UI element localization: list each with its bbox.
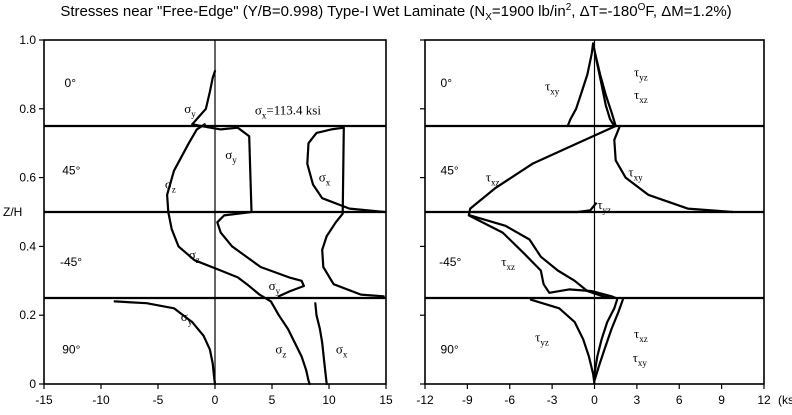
sigma-z-label: σz [275, 342, 286, 360]
right-x-tick-label: 6 [676, 393, 683, 407]
tau-xz-label: τxz [486, 170, 500, 188]
right-x-tick-label: -3 [547, 393, 558, 407]
title-part-2: =1900 lb/in [491, 3, 566, 20]
right-layer-label: -45° [439, 255, 461, 269]
right-x-tick-label: 9 [718, 393, 725, 407]
right-layer-label: 0° [441, 76, 453, 90]
right-x-tick-label: -6 [504, 393, 515, 407]
right-x-tick-label: -12 [416, 393, 434, 407]
tau-xz-curve [467, 124, 617, 300]
right-panel: -12 -9 -6 -3 0 3 6 9 12 (ksi) 0° 45° -45° 90° τxy τyz τx… [416, 39, 792, 407]
right-layer-label: 90° [441, 343, 459, 357]
title-degree-superscript: O [637, 2, 646, 13]
sigma-z-curve [166, 123, 311, 386]
title-part-1: Stresses near "Free-Edge" (Y/B=0.998) Ty… [60, 3, 486, 20]
sigma-y-label: σy [269, 278, 281, 296]
tau-xy-label: τxy [628, 164, 643, 182]
tau-xz-label: τxz [634, 326, 648, 344]
y-axis-label: Z/H [3, 205, 22, 219]
tau-xz-curve [594, 52, 617, 128]
right-x-tick-label: 0 [591, 393, 598, 407]
tau-xz-label: τxz [501, 254, 515, 272]
tau-xy-label: τxy [633, 350, 648, 368]
sigma-z-label: σz [189, 247, 200, 265]
sigma-z-label: σz [165, 176, 176, 194]
tau-xy-curve [593, 298, 624, 382]
right-x-tick-label: -9 [462, 393, 473, 407]
right-layer-label: 45° [441, 164, 459, 178]
left-panel: -15 -10 -5 0 5 10 15 0 0.2 0.4 0.6 0.8 1.0 Z/H 0° 45° -4… [3, 33, 393, 407]
left-layer-label: -45° [60, 255, 82, 269]
right-x-tick-label: 3 [634, 393, 641, 407]
x-unit-label: (ksi) [778, 393, 792, 407]
left-x-tick-label: -15 [35, 393, 53, 407]
sigma-y-curve [191, 69, 305, 298]
tau-xy-label: τxy [545, 78, 560, 96]
sigma-x-label: σx [336, 342, 348, 360]
tau-yz-curve [529, 298, 596, 386]
y-tick-label: 0 [29, 377, 36, 391]
left-x-tick-label: -5 [153, 393, 164, 407]
title-nx-subscript: X [485, 12, 492, 23]
sigma-y-curve [113, 300, 217, 386]
y-tick-label: 1.0 [19, 33, 36, 47]
sigma-x-curve [306, 126, 386, 298]
y-tick-label: 0.8 [19, 102, 36, 116]
sigma-x-max-annotation: σx=113.4 ksi [255, 103, 321, 121]
tau-xy-curve [469, 214, 613, 300]
title-part-4: F, ΔM=1.2%) [645, 3, 732, 20]
sigma-x-label: σx [319, 170, 331, 188]
sigma-y-label: σy [181, 309, 193, 327]
left-x-tick-label: -10 [92, 393, 110, 407]
tau-yz-label: τyz [634, 65, 648, 83]
tau-yz-label: τyz [535, 330, 549, 348]
left-layer-label: 90° [62, 343, 80, 357]
y-tick-label: 0.4 [19, 239, 36, 253]
left-x-tick-label: 10 [322, 393, 336, 407]
chart-title: Stresses near "Free-Edge" (Y/B=0.998) Ty… [0, 2, 792, 23]
sigma-x-curve [314, 302, 328, 386]
sigma-y-label: σy [225, 147, 237, 165]
tau-yz-curve [471, 202, 597, 214]
right-x-tick-label: 12 [757, 393, 771, 407]
y-tick-label: 0.2 [19, 308, 36, 322]
sigma-y-label: σy [184, 101, 196, 119]
left-x-tick-label: 5 [269, 393, 276, 407]
left-x-tick-label: 0 [212, 393, 219, 407]
y-tick-label: 0.6 [19, 171, 36, 185]
left-x-tick-label: 15 [379, 393, 393, 407]
tau-yz-label: τyz [597, 197, 611, 215]
left-layer-label: 0° [65, 76, 77, 90]
tau-xz-label: τxz [634, 87, 648, 105]
tau-xz-curve [593, 298, 619, 375]
left-layer-label: 45° [62, 164, 80, 178]
title-in-superscript: 2 [565, 2, 572, 13]
tau-xy-curve [613, 124, 734, 214]
title-part-3: , ΔT=-180 [571, 3, 638, 20]
tau-xy-curve [566, 42, 595, 128]
